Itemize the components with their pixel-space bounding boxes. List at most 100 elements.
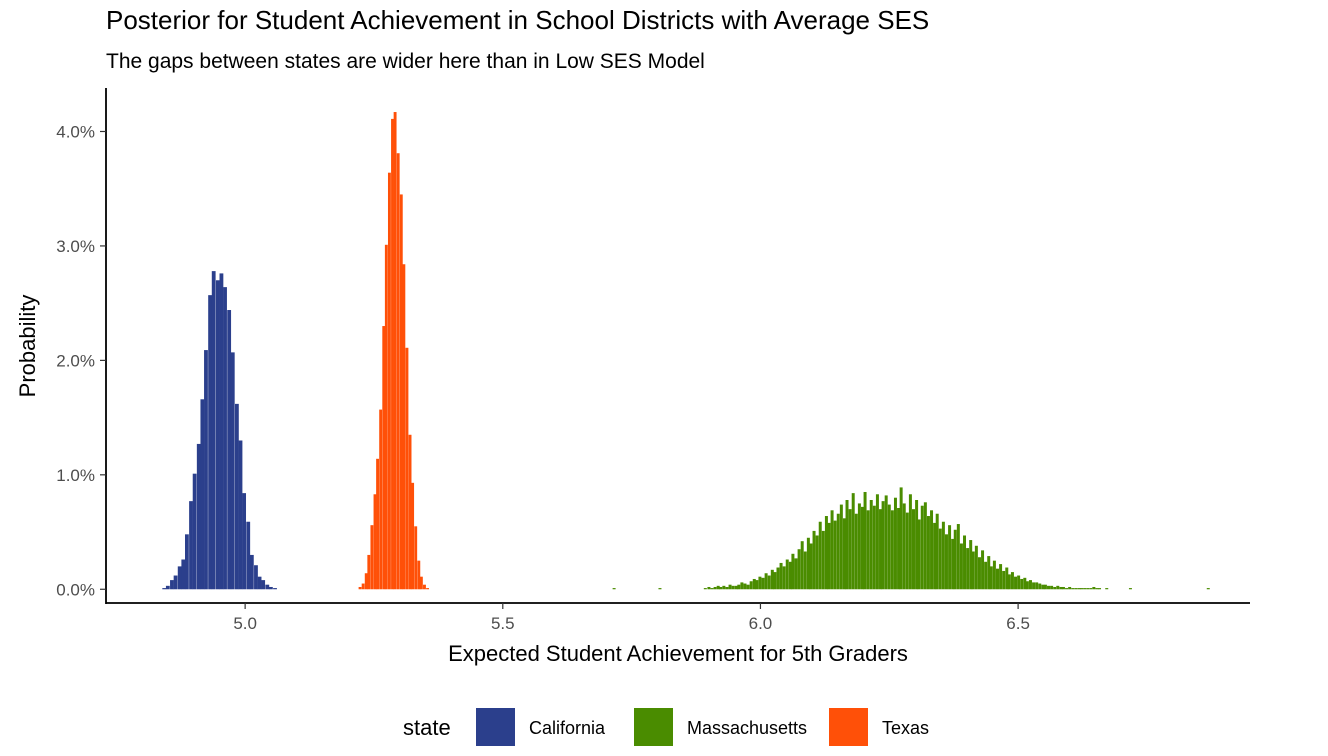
- bar-massachusetts: [917, 519, 921, 590]
- bar-massachusetts: [612, 588, 616, 590]
- bar-massachusetts: [1002, 570, 1006, 590]
- x-tick-label: 5.0: [233, 614, 257, 633]
- bar-massachusetts: [836, 513, 840, 590]
- x-axis-title: Expected Student Achievement for 5th Gra…: [448, 641, 908, 666]
- bar-massachusetts: [746, 584, 750, 590]
- bar-california: [273, 588, 277, 590]
- series-california: [162, 271, 277, 590]
- bar-massachusetts: [915, 500, 919, 590]
- bar-massachusetts: [776, 567, 780, 590]
- bar-massachusetts: [740, 582, 744, 590]
- bar-california: [268, 586, 273, 590]
- bar-california: [196, 443, 201, 590]
- bar-massachusetts: [1128, 588, 1132, 590]
- bar-massachusetts: [1010, 572, 1014, 590]
- bar-massachusetts: [866, 510, 870, 590]
- x-axis-ticks: 5.0 5.5 6.0 6.5: [233, 603, 1030, 633]
- bar-massachusetts: [1095, 588, 1099, 590]
- bar-massachusetts: [1077, 588, 1081, 590]
- bar-massachusetts: [1038, 583, 1042, 590]
- bar-california: [234, 403, 239, 590]
- bar-massachusetts: [905, 512, 909, 590]
- bar-massachusetts: [722, 585, 726, 590]
- bar-massachusetts: [869, 500, 873, 590]
- bar-massachusetts: [920, 505, 924, 590]
- bar-massachusetts: [863, 491, 867, 590]
- bar-massachusetts: [923, 502, 927, 590]
- bar-california: [215, 280, 220, 590]
- x-tick-label: 5.5: [491, 614, 515, 633]
- bar-massachusetts: [977, 557, 981, 590]
- bar-massachusetts: [749, 581, 753, 590]
- bar-massachusetts: [710, 588, 714, 590]
- bar-massachusetts: [1023, 577, 1027, 590]
- bar-massachusetts: [908, 494, 912, 590]
- series-texas: [358, 112, 429, 590]
- bar-massachusetts: [935, 513, 939, 590]
- bar-massachusetts: [881, 501, 885, 590]
- bar-massachusetts: [1068, 586, 1072, 590]
- bar-massachusetts: [827, 522, 831, 590]
- bar-texas: [384, 244, 388, 590]
- bar-texas: [426, 588, 429, 590]
- bar-texas: [408, 434, 412, 590]
- bar-massachusetts: [731, 585, 735, 590]
- bar-texas: [417, 560, 421, 590]
- bar-texas: [396, 153, 400, 590]
- bar-california: [227, 310, 232, 590]
- bar-massachusetts: [719, 586, 723, 590]
- bar-massachusetts: [872, 505, 876, 590]
- bar-massachusetts: [1092, 586, 1096, 590]
- bar-massachusetts: [933, 522, 937, 590]
- bar-massachusetts: [743, 583, 747, 590]
- bar-massachusetts: [1056, 585, 1060, 590]
- bar-massachusetts: [1089, 588, 1093, 590]
- bar-massachusetts: [1028, 580, 1032, 590]
- bar-massachusetts: [1017, 575, 1021, 590]
- bar-massachusetts: [956, 524, 960, 590]
- legend-label-texas: Texas: [882, 718, 929, 738]
- x-tick-label: 6.5: [1006, 614, 1030, 633]
- histogram-bars: [162, 112, 1210, 590]
- legend-key-massachusetts: [634, 708, 673, 746]
- bar-massachusetts: [1032, 582, 1036, 590]
- bar-massachusetts: [812, 530, 816, 590]
- bar-massachusetts: [897, 508, 901, 590]
- bar-massachusetts: [999, 564, 1003, 590]
- bar-massachusetts: [902, 503, 906, 590]
- bar-texas: [411, 482, 415, 590]
- bar-massachusetts: [938, 528, 942, 590]
- bar-massachusetts: [785, 559, 789, 590]
- bar-massachusetts: [890, 510, 894, 590]
- bar-massachusetts: [791, 553, 795, 590]
- bar-texas: [364, 573, 368, 590]
- bar-massachusetts: [764, 573, 768, 590]
- bar-massachusetts: [770, 569, 774, 590]
- legend: state California Massachusetts Texas: [403, 708, 929, 746]
- bar-texas: [405, 347, 409, 590]
- bar-massachusetts: [959, 543, 963, 590]
- bar-massachusetts: [1050, 585, 1054, 590]
- bar-massachusetts: [893, 497, 897, 590]
- legend-title: state: [403, 715, 451, 740]
- bar-massachusetts: [851, 493, 855, 590]
- bar-texas: [361, 583, 365, 590]
- bar-california: [242, 493, 247, 590]
- bar-massachusetts: [899, 487, 903, 590]
- bar-massachusetts: [1053, 586, 1057, 590]
- bar-massachusetts: [948, 525, 952, 590]
- chart-subtitle: The gaps between states are wider here t…: [106, 50, 705, 73]
- bar-massachusetts: [703, 588, 707, 590]
- bar-california: [185, 534, 189, 590]
- bar-massachusetts: [658, 588, 662, 590]
- bar-massachusetts: [824, 516, 828, 590]
- bar-texas: [387, 172, 391, 590]
- bar-massachusetts: [857, 503, 861, 590]
- bar-massachusetts: [1086, 588, 1090, 590]
- bar-massachusetts: [767, 575, 771, 590]
- bar-california: [261, 580, 266, 590]
- y-tick-label: 1.0%: [56, 466, 95, 485]
- bar-massachusetts: [875, 494, 879, 590]
- bar-california: [192, 473, 197, 590]
